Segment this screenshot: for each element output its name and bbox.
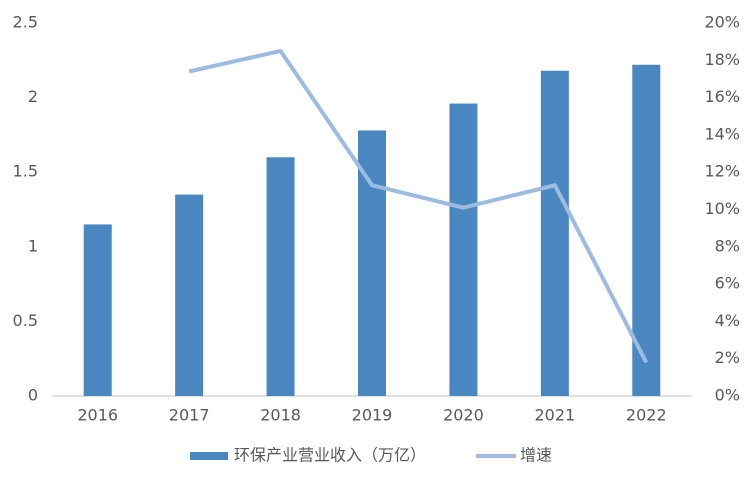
y-tick-label: 0 bbox=[28, 386, 38, 405]
y-tick-label: 1.5 bbox=[13, 162, 38, 181]
y2-tick-label: 20% bbox=[704, 13, 740, 32]
y2-tick-label: 0% bbox=[715, 386, 740, 405]
x-tick-label: 2019 bbox=[352, 406, 393, 425]
y2-tick-label: 16% bbox=[704, 87, 740, 106]
y-tick-label: 1 bbox=[28, 236, 38, 255]
y-tick-label: 2 bbox=[28, 87, 38, 106]
y2-tick-label: 14% bbox=[704, 124, 740, 143]
line bbox=[188, 48, 649, 364]
y2-tick-label: 2% bbox=[715, 348, 740, 367]
y2-tick-label: 10% bbox=[704, 199, 740, 218]
x-tick-label: 2020 bbox=[443, 406, 484, 425]
x-tick-label: 2022 bbox=[626, 406, 667, 425]
x-tick-label: 2016 bbox=[77, 406, 118, 425]
legend-swatch bbox=[190, 452, 228, 460]
bar bbox=[83, 224, 112, 396]
y2-tick-label: 6% bbox=[715, 274, 740, 293]
y2-tick-label: 4% bbox=[715, 311, 740, 330]
bar bbox=[266, 157, 295, 396]
y2-tick-label: 12% bbox=[704, 162, 740, 181]
y-tick-label: 0.5 bbox=[13, 311, 38, 330]
x-tick-label: 2017 bbox=[169, 406, 210, 425]
bar bbox=[449, 103, 478, 397]
y-tick-label: 2.5 bbox=[13, 13, 38, 32]
y2-tick-label: 18% bbox=[704, 50, 740, 69]
bar bbox=[540, 70, 569, 396]
bar bbox=[175, 194, 204, 396]
x-tick-label: 2021 bbox=[534, 406, 575, 425]
x-tick-label: 2018 bbox=[260, 406, 301, 425]
y2-tick-label: 8% bbox=[715, 236, 740, 255]
legend-label: 增速 bbox=[520, 446, 552, 465]
legend-label: 环保产业营业收入（万亿） bbox=[234, 446, 426, 465]
